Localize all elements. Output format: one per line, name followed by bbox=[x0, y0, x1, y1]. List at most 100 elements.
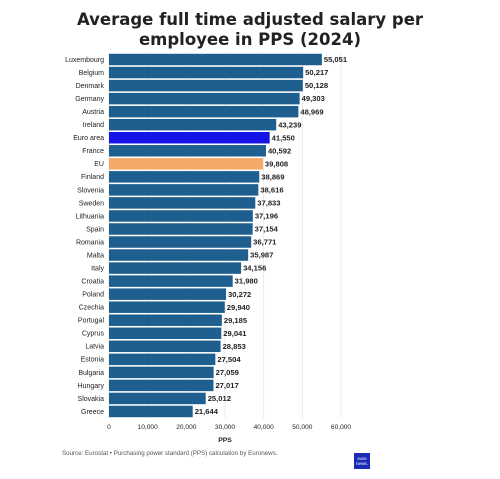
category-label: Portugal bbox=[78, 318, 105, 325]
x-tick-label: 20,000 bbox=[176, 424, 197, 431]
category-label: Euro area bbox=[73, 135, 104, 142]
bar bbox=[109, 131, 270, 144]
bar bbox=[109, 249, 249, 261]
bar bbox=[109, 66, 304, 79]
x-tick-label: 10,000 bbox=[138, 424, 159, 431]
chart-title: Average full time adjusted salary per em… bbox=[0, 10, 500, 50]
category-label: Belgium bbox=[79, 70, 104, 77]
category-label: Lithuania bbox=[76, 213, 105, 220]
bar bbox=[109, 366, 214, 379]
value-label: 30,272 bbox=[228, 290, 251, 299]
category-label: Slovakia bbox=[78, 396, 105, 403]
category-label: Latvia bbox=[85, 344, 104, 351]
bar bbox=[109, 118, 277, 131]
bar bbox=[109, 145, 266, 157]
logo-text-line-2: news. bbox=[355, 461, 368, 466]
value-label: 27,504 bbox=[217, 355, 241, 364]
bar bbox=[109, 314, 222, 326]
bar bbox=[109, 171, 260, 183]
source-note: Source: Eurostat • Purchasing power stan… bbox=[62, 450, 278, 457]
category-label: EU bbox=[94, 161, 104, 168]
category-label: Croatia bbox=[81, 279, 104, 286]
category-label: Slovenia bbox=[77, 187, 104, 194]
bar bbox=[109, 405, 193, 418]
category-label: Romania bbox=[76, 239, 104, 246]
category-label: Ireland bbox=[83, 122, 105, 129]
value-label: 50,217 bbox=[305, 68, 328, 77]
euronews-logo: euro news. bbox=[354, 453, 370, 469]
value-label: 48,969 bbox=[300, 107, 323, 116]
value-label: 29,940 bbox=[227, 303, 250, 312]
category-label: Hungary bbox=[78, 383, 105, 390]
category-label: Bulgaria bbox=[78, 370, 104, 377]
bar bbox=[109, 105, 299, 118]
category-label: Finland bbox=[81, 174, 104, 181]
value-label: 29,185 bbox=[224, 316, 248, 325]
chart-title-line-1: Average full time adjusted salary per bbox=[76, 10, 424, 29]
category-label: Poland bbox=[82, 292, 104, 299]
value-label: 55,051 bbox=[324, 55, 348, 64]
category-label: Luxembourg bbox=[65, 57, 104, 64]
value-label: 27,017 bbox=[215, 381, 238, 390]
bar bbox=[109, 379, 214, 392]
value-label: 37,154 bbox=[255, 225, 279, 234]
value-label: 37,833 bbox=[257, 199, 280, 208]
category-label: Cyprus bbox=[82, 331, 105, 338]
bar bbox=[109, 53, 322, 66]
value-label: 38,616 bbox=[260, 185, 283, 194]
value-label: 39,808 bbox=[265, 159, 288, 168]
x-tick-label: 30,000 bbox=[215, 424, 236, 431]
value-label: 36,771 bbox=[253, 238, 277, 247]
bar bbox=[109, 327, 222, 340]
bar bbox=[109, 79, 303, 92]
chart-title-line-2: employee in PPS (2024) bbox=[138, 30, 362, 49]
value-label: 40,592 bbox=[268, 146, 291, 155]
value-label: 49,303 bbox=[302, 94, 325, 103]
category-label: Malta bbox=[87, 252, 104, 259]
value-label: 41,550 bbox=[272, 133, 295, 142]
category-label: Czechia bbox=[79, 305, 104, 312]
value-label: 50,128 bbox=[305, 81, 328, 90]
x-axis-label: PPS bbox=[218, 437, 232, 444]
value-label: 38,869 bbox=[261, 172, 284, 181]
x-tick-label: 50,000 bbox=[292, 424, 313, 431]
category-label: France bbox=[82, 148, 104, 155]
bar bbox=[109, 158, 263, 170]
category-label: Sweden bbox=[79, 200, 104, 207]
category-label: Austria bbox=[82, 109, 104, 116]
bar bbox=[109, 301, 225, 313]
category-label: Greece bbox=[81, 409, 104, 416]
bar bbox=[109, 275, 233, 287]
x-tick-label: 40,000 bbox=[254, 424, 275, 431]
value-label: 27,059 bbox=[216, 368, 239, 377]
x-tick-label: 60,000 bbox=[331, 424, 352, 431]
logo-text-line-1: euro bbox=[357, 456, 367, 461]
value-label: 37,196 bbox=[255, 212, 278, 221]
category-label: Italy bbox=[91, 265, 104, 272]
category-label: Estonia bbox=[81, 357, 104, 364]
category-label: Denmark bbox=[76, 83, 105, 90]
bar bbox=[109, 184, 259, 196]
bar bbox=[109, 210, 253, 222]
bar bbox=[109, 340, 221, 353]
value-label: 28,853 bbox=[223, 342, 246, 351]
value-label: 21,644 bbox=[195, 407, 219, 416]
value-label: 29,041 bbox=[223, 329, 247, 338]
bar bbox=[109, 262, 242, 274]
value-label: 31,980 bbox=[235, 277, 258, 286]
bar bbox=[109, 223, 253, 235]
value-label: 34,156 bbox=[243, 264, 266, 273]
value-label: 43,239 bbox=[278, 120, 301, 129]
bar bbox=[109, 392, 206, 405]
bar bbox=[109, 288, 227, 300]
value-label: 35,987 bbox=[250, 251, 273, 260]
bar bbox=[109, 92, 300, 105]
category-label: Spain bbox=[86, 226, 104, 233]
bar bbox=[109, 236, 252, 248]
bar bbox=[109, 353, 216, 366]
bar bbox=[109, 197, 256, 209]
x-tick-label: 0 bbox=[107, 424, 111, 431]
category-label: Germany bbox=[75, 96, 104, 103]
value-label: 25,012 bbox=[208, 394, 231, 403]
